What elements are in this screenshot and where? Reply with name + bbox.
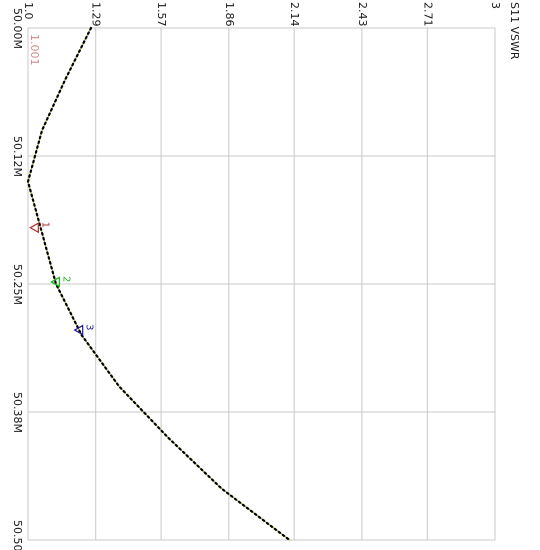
marker-label: 1 xyxy=(39,222,50,228)
vswr-tick-label: 2.43 xyxy=(356,2,369,27)
vswr-tick-label: 3 xyxy=(489,2,502,9)
frequency-tick-label: 50.25M xyxy=(11,264,24,305)
marker-label: 2 xyxy=(60,276,71,282)
minimum-value-label: 1.001 xyxy=(28,34,41,66)
marker-triangle-icon xyxy=(30,223,38,232)
vswr-tick-label: 2.14 xyxy=(288,2,301,27)
frequency-tick-label: 50.12M xyxy=(11,136,24,177)
marker-label: 3 xyxy=(84,324,95,330)
marker-1[interactable]: 1 xyxy=(30,222,50,233)
vswr-tick-label: 1.57 xyxy=(155,2,168,27)
grid xyxy=(28,28,495,540)
vswr-tick-label: 2.71 xyxy=(421,2,434,27)
markers: 1 2 3 xyxy=(30,222,94,335)
frequency-tick-label: 50.50M xyxy=(11,520,24,550)
chart-title: S11 VSWR xyxy=(508,2,521,60)
vswr-tick-label: 1.29 xyxy=(90,2,103,27)
frequency-tick-label: 50.00M xyxy=(11,8,24,49)
tick-labels: 1.0 1.29 1.57 1.86 2.14 2.43 2.71 350.00M50.12M… xyxy=(11,2,502,550)
frequency-tick-label: 50.38M xyxy=(11,392,24,433)
vswr-tick-label: 1.86 xyxy=(223,2,236,27)
